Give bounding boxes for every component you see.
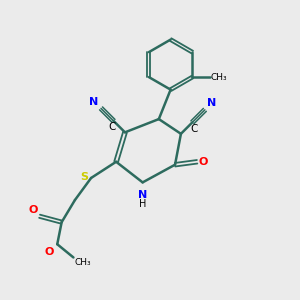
Text: O: O xyxy=(45,247,54,256)
Text: CH₃: CH₃ xyxy=(74,258,91,267)
Text: O: O xyxy=(28,205,38,215)
Text: C: C xyxy=(108,122,116,132)
Text: N: N xyxy=(89,97,99,107)
Text: O: O xyxy=(198,157,208,167)
Text: H: H xyxy=(139,200,146,209)
Text: S: S xyxy=(80,172,88,182)
Text: CH₃: CH₃ xyxy=(211,73,227,82)
Text: N: N xyxy=(138,190,147,200)
Text: C: C xyxy=(190,124,197,134)
Text: N: N xyxy=(207,98,217,108)
